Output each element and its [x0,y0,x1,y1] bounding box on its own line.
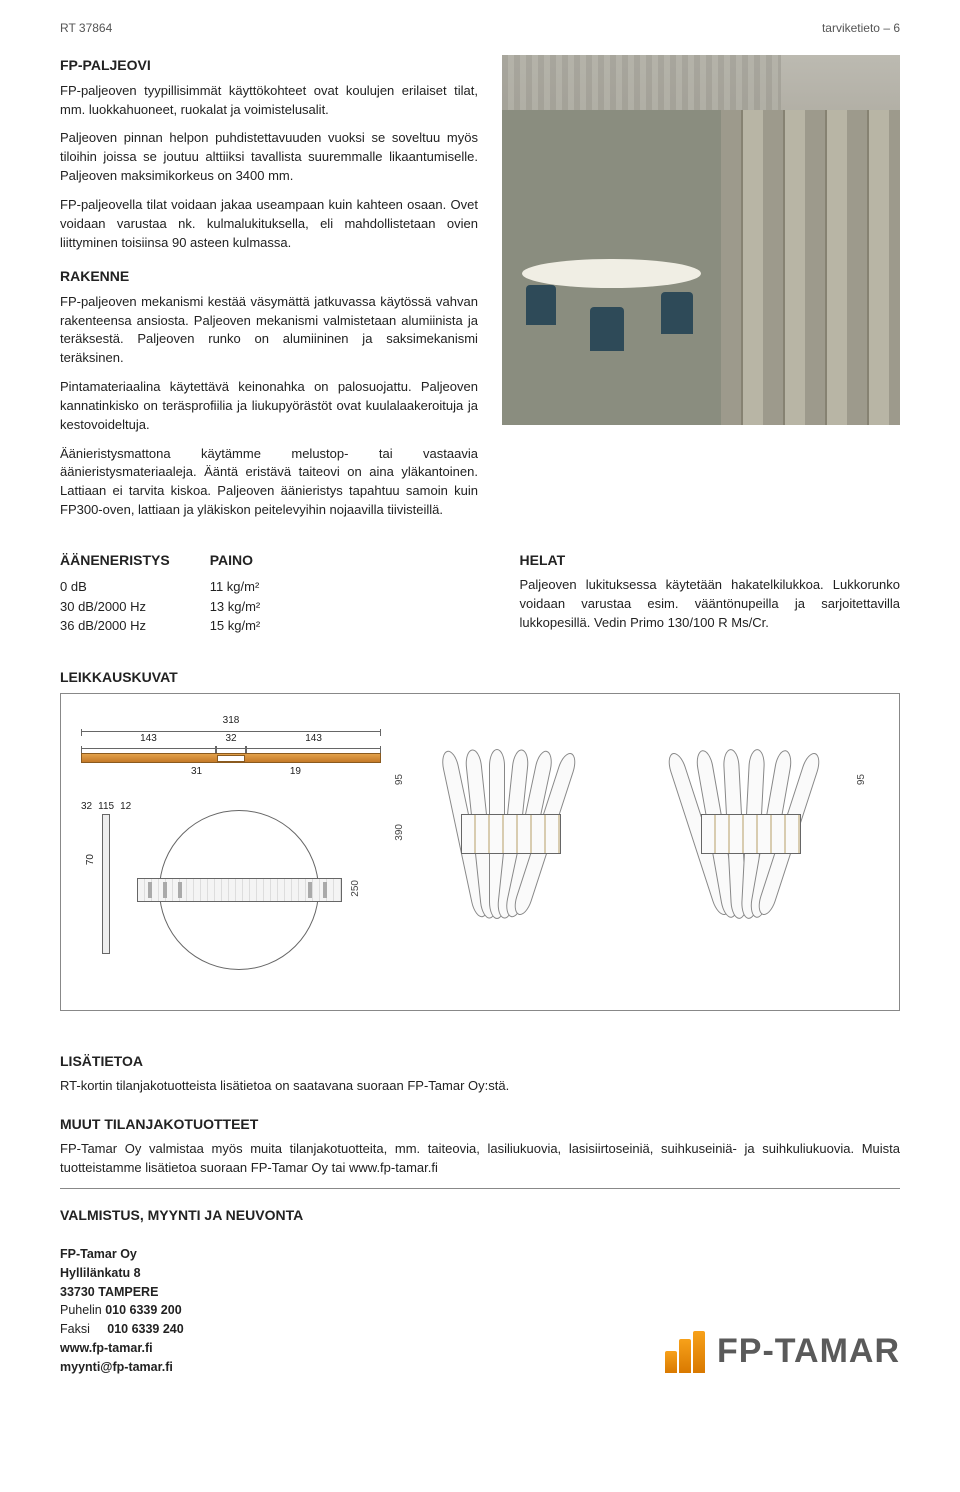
drawing-side-panel: 32 115 12 70 250 [81,800,381,980]
tel: 010 6339 200 [105,1303,181,1317]
section-title: RAKENNE [60,266,478,286]
dimension: 32 [81,800,92,815]
paragraph: FP-paljeovella tilat voidaan jakaa useam… [60,196,478,253]
paragraph: FP-Tamar Oy valmistaa myös muita tilanja… [60,1140,900,1178]
doc-id: RT 37864 [60,20,112,37]
dimension: 390 [393,824,408,841]
web: www.fp-tamar.fi [60,1339,184,1358]
dimension: 12 [120,800,131,815]
street: Hyllilänkatu 8 [60,1264,184,1283]
section-title: LISÄTIETOA [60,1051,900,1071]
dimension: 115 [98,800,114,815]
city: 33730 TAMPERE [60,1283,184,1302]
table-cell: 0 dB [60,577,170,597]
dimension: 70 [84,854,99,865]
paragraph: Pintamateriaalina käytettävä keinonahka … [60,378,478,435]
paragraph: Paljeoven pinnan helpon puhdistettavuude… [60,129,478,186]
specs-row: ÄÄNENERISTYS 0 dB 30 dB/2000 Hz 36 dB/20… [60,550,900,643]
paragraph: Äänieristysmattona käytämme melustop- ta… [60,445,478,520]
section-title: MUUT TILANJAKOTUOTTEET [60,1114,900,1134]
dimension: 318 [81,714,381,729]
section-title: HELAT [520,550,900,570]
page-header: RT 37864 tarviketieto – 6 [60,20,900,37]
photo-column [502,55,900,530]
paragraph: Paljeoven lukituksessa käytetään hakatel… [520,576,900,633]
brand-name: FP-TAMAR [717,1327,900,1376]
fax: 010 6339 240 [107,1322,183,1336]
text-column: FP-PALJEOVI FP-paljeoven tyypillisimmät … [60,55,478,530]
paragraph: FP-paljeoven tyypillisimmät käyttökohtee… [60,82,478,120]
footer-row: FP-Tamar Oy Hyllilänkatu 8 33730 TAMPERE… [60,1245,900,1376]
paragraph: FP-paljeoven mekanismi kestää väsymättä … [60,293,478,368]
dimension: 95 [393,774,408,785]
acoustic-block: ÄÄNENERISTYS 0 dB 30 dB/2000 Hz 36 dB/20… [60,550,460,643]
table-cell: 11 kg/m² [210,577,261,597]
contact-block: FP-Tamar Oy Hyllilänkatu 8 33730 TAMPERE… [60,1245,184,1376]
dimension: 250 [349,880,364,897]
dimension: 19 [290,765,301,780]
paragraph: RT-kortin tilanjakotuotteista lisätietoa… [60,1077,900,1096]
section-title: FP-PALJEOVI [60,55,478,75]
table-cell: 13 kg/m² [210,597,261,617]
company-name: FP-Tamar Oy [60,1245,184,1264]
page-label: tarviketieto – 6 [822,20,900,37]
section-title: ÄÄNENERISTYS [60,550,170,571]
section-title: VALMISTUS, MYYNTI JA NEUVONTA [60,1205,900,1225]
drawing-fins-b: 95 [641,714,861,934]
helat-block: HELAT Paljeoven lukituksessa käytetään h… [520,550,900,643]
top-columns: FP-PALJEOVI FP-paljeoven tyypillisimmät … [60,55,900,530]
table-cell: 36 dB/2000 Hz [60,616,170,636]
table-cell: 15 kg/m² [210,616,261,636]
section-drawings: 318 143 32 143 31 19 32 115 12 [60,693,900,1011]
brand-mark-icon [665,1331,707,1373]
drawing-top-rail: 318 143 32 143 31 19 32 115 12 [81,714,381,980]
dimension: 32 [216,732,246,747]
rail-profile [81,753,381,763]
section-title: LEIKKAUSKUVAT [60,667,900,687]
section-title: PAINO [210,550,261,571]
divider [60,1188,900,1189]
dimension: 143 [81,732,216,747]
dimension: 95 [855,774,870,785]
email: myynti@fp-tamar.fi [60,1358,184,1377]
dimension: 143 [246,732,381,747]
table-cell: 30 dB/2000 Hz [60,597,170,617]
dimension: 31 [191,765,202,780]
brand-logo: FP-TAMAR [665,1327,900,1376]
drawing-fins-a: 95 390 [401,714,621,934]
fax-label: Faksi [60,1322,90,1336]
tel-label: Puhelin [60,1303,102,1317]
product-photo [502,55,900,425]
